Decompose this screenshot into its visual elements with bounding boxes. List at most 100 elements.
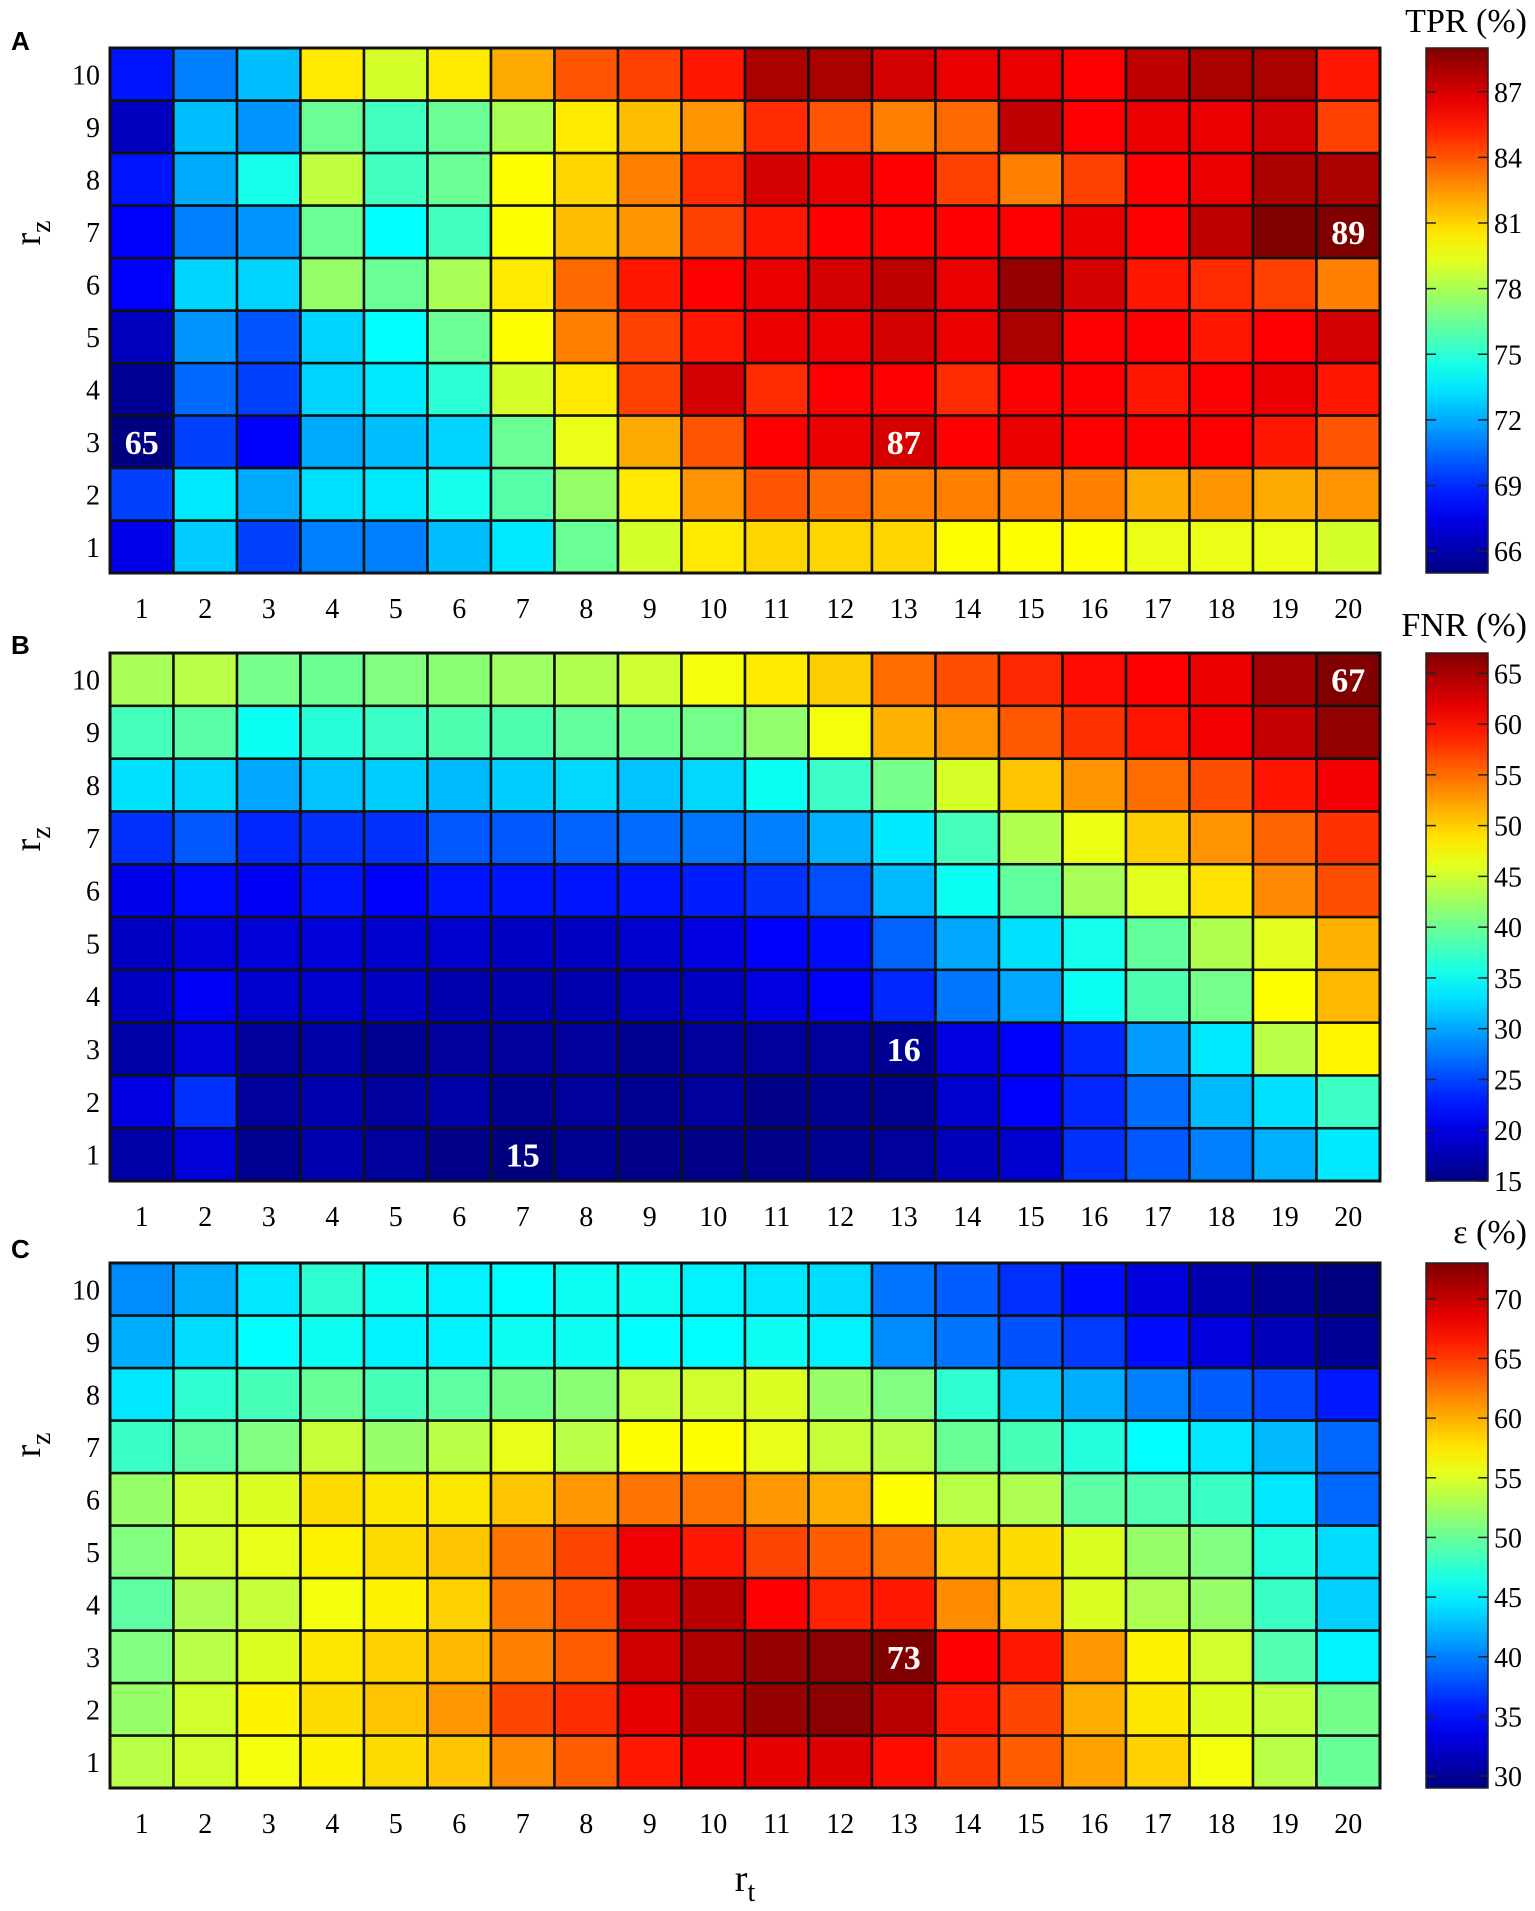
heatmap-cell [934,704,1001,760]
colorbar-ticks-c: 30 35 40 45 50 55 60 65 70 [1426,1285,1522,1793]
heatmap-cell [1188,1419,1255,1475]
colorbar-tick-label: 55 [1494,1464,1522,1495]
heatmap-cell [172,519,239,575]
heatmap-cell [553,1074,620,1130]
heatmap-cell [299,519,366,575]
heatmap-cell [997,256,1064,312]
heatmap-cell [489,1576,556,1632]
colorbar-tick-label: 40 [1494,913,1522,944]
heatmap-cell [172,204,239,260]
heatmap-cell [997,651,1064,708]
heatmap-cell [934,1524,1001,1580]
heatmap-cell [235,1074,302,1130]
heatmap-cell [616,519,683,575]
y-tick-label: 4 [86,982,100,1013]
heatmap-cell [489,1261,556,1317]
heatmap-cell [299,1314,366,1370]
heatmap-cell [743,151,810,207]
heatmap-cell [807,1366,874,1422]
heatmap-cell [299,1734,366,1790]
x-tick-label: 13 [890,594,918,625]
heatmap-cell [235,1261,302,1317]
heatmap-cell [1124,1126,1191,1183]
heatmap-cell [553,704,620,760]
heatmap-cell [1251,1021,1318,1077]
x-tick-label: 4 [325,1202,339,1233]
heatmap-cell [299,1576,366,1632]
heatmap-cell [426,1366,493,1422]
x-tick-label: 6 [452,1809,466,1840]
heatmap-cell [1188,1261,1255,1317]
heatmap-cell [172,651,239,708]
x-tick-label: 6 [452,594,466,625]
panel-c-label: C [11,1234,30,1264]
heatmap-cell [1315,1524,1382,1580]
y-tick-label: 2 [86,1088,100,1119]
heatmap-cell [235,1576,302,1632]
heatmap-cell [1124,466,1191,522]
heatmap-cell [743,1471,810,1527]
heatmap-cell [1061,915,1128,972]
heatmap-cell [299,1074,366,1130]
heatmap-cell [680,466,747,522]
heatmap-cell [362,651,429,708]
colorbar-tick-label: 45 [1494,862,1522,893]
heatmap-cell [1061,204,1128,260]
y-tick-label: 5 [86,1538,100,1569]
heatmap-cell [553,204,620,260]
heatmap-cell [553,519,620,575]
heatmap-cell [616,1419,683,1475]
colorbar-tick-label: 45 [1494,1583,1522,1614]
heatmap-cell [743,1419,810,1475]
heatmap-cell [743,466,810,522]
colorbar-tick-label: 65 [1494,1344,1522,1375]
heatmap-cell [426,1524,493,1580]
x-tick-label: 16 [1080,1202,1108,1233]
heatmap-cell [997,1681,1064,1737]
heatmap-cell [870,862,937,919]
heatmap-cell [934,1681,1001,1737]
x-tick-label: 5 [389,1202,403,1233]
heatmap-cell [172,1524,239,1580]
heatmap-cell [1061,46,1128,102]
heatmap-cell [1124,1261,1191,1317]
heatmap-cell [997,1314,1064,1370]
heatmap-cell [299,1126,366,1183]
heatmap-cell [997,151,1064,207]
heatmap-cell [616,862,683,919]
heatmap-cell [997,414,1064,470]
heatmap-cell [1124,1524,1191,1580]
heatmap-cell [1188,1681,1255,1737]
heatmap-cell [934,651,1001,708]
heatmap-cell [743,414,810,470]
heatmap-cell [108,1576,175,1632]
colorbar-tick-label: 60 [1494,710,1522,741]
heatmap-cell [616,1021,683,1077]
heatmap-cell [235,309,302,365]
panel-a: A 1 2 3 4 5 6 7 8 9 10 11 12 13 14 15 16 17 18 19 20 123456… [7,3,1527,625]
heatmap-cell [1124,151,1191,207]
heatmap-cell [807,651,874,708]
x-tick-label: 11 [763,1202,790,1233]
heatmap-cell [997,1471,1064,1527]
heatmap-cell [1061,309,1128,365]
heatmap-cell [108,1366,175,1422]
heatmap-cell [299,915,366,972]
colorbar-title-c: ε (%) [1453,1214,1527,1251]
x-tick-label: 11 [763,594,790,625]
heatmap-cell [1315,1419,1382,1475]
heatmap-cell [743,1734,810,1790]
heatmap-cell [108,414,175,470]
colorbar-b [1425,652,1489,1182]
heatmap-cell [1061,704,1128,760]
heatmap-cell [997,466,1064,522]
heatmap-cell [934,361,1001,417]
y-tick-label: 9 [86,1328,100,1359]
heatmap-cell [1251,651,1318,708]
heatmap-cell [362,151,429,207]
heatmap-cell [299,204,366,260]
heatmap-cell [743,810,810,866]
heatmap-cell [489,99,556,155]
heatmap-cell [1251,1576,1318,1632]
heatmap-cell [997,810,1064,866]
